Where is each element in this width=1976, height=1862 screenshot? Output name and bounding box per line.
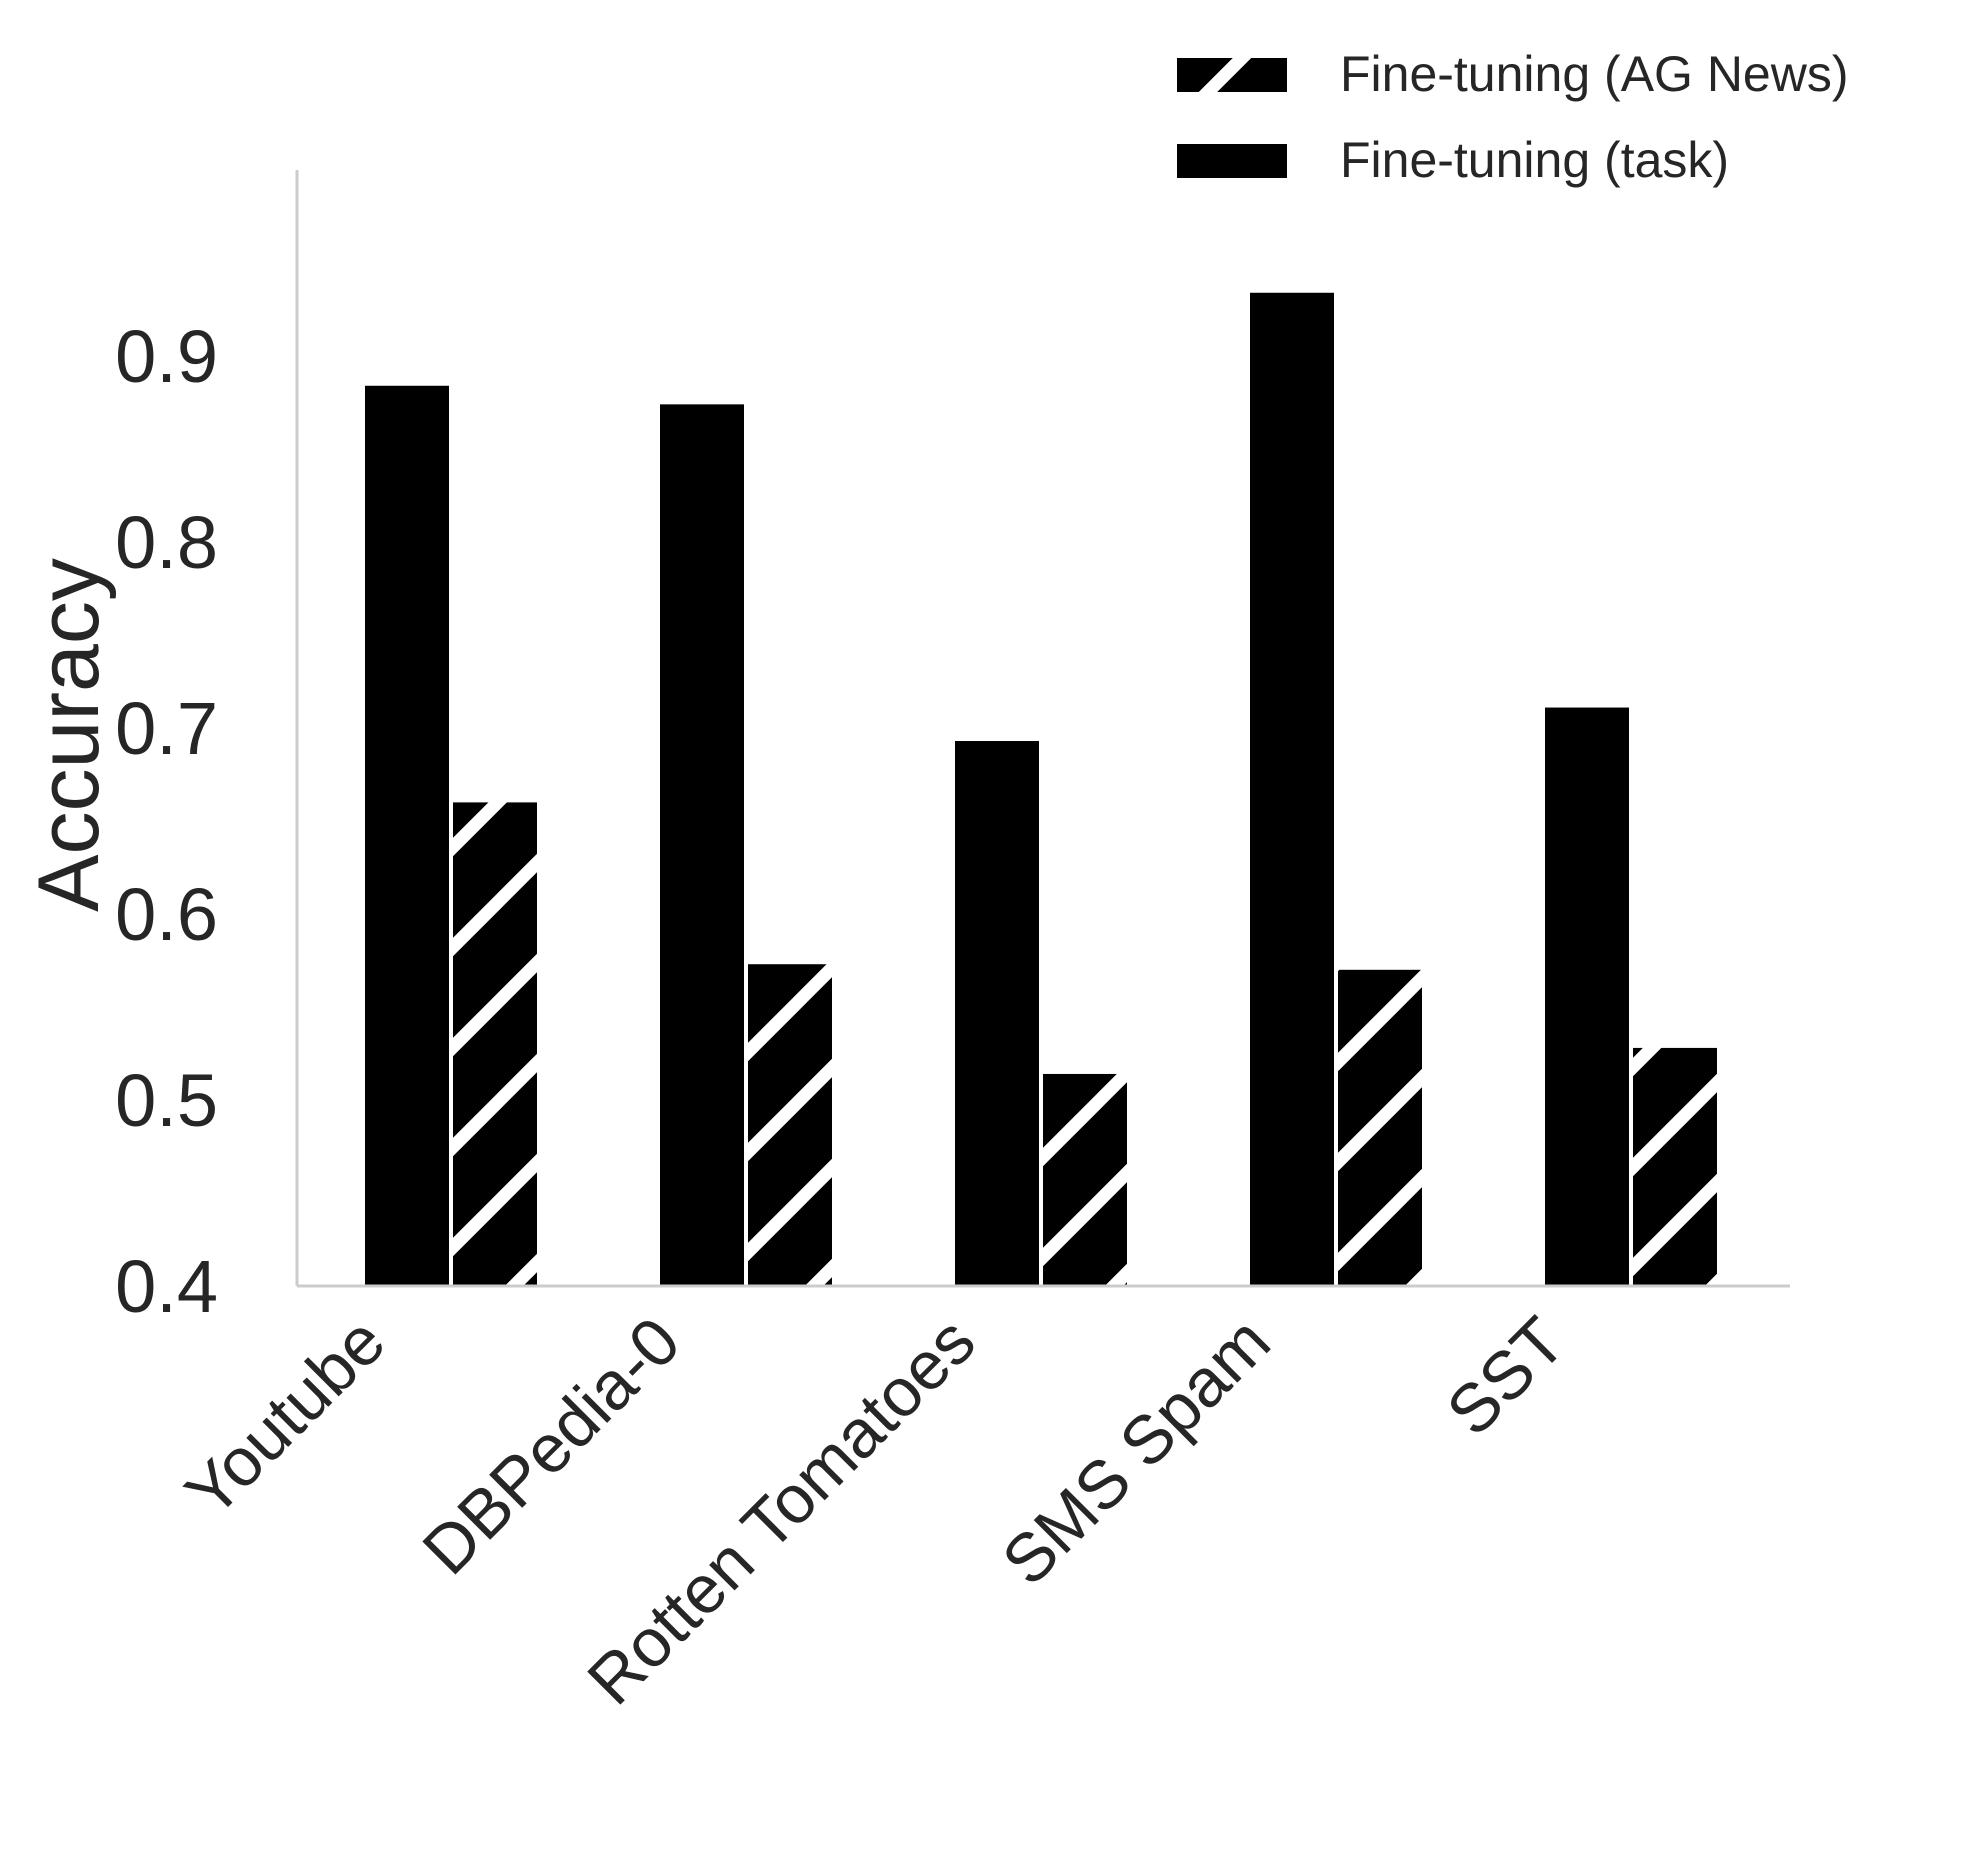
x-tick-label: SST bbox=[1432, 1303, 1579, 1450]
legend-swatch bbox=[1177, 144, 1287, 178]
bar-task-3 bbox=[1250, 292, 1334, 1286]
bar-task-1 bbox=[660, 404, 744, 1286]
bar-ag-news-1 bbox=[748, 964, 832, 1286]
y-tick-label: 0.4 bbox=[115, 1245, 218, 1328]
bar-task-0 bbox=[365, 385, 449, 1286]
bar-ag-news-4 bbox=[1633, 1047, 1717, 1286]
x-tick-label: DBPedia-0 bbox=[408, 1303, 694, 1589]
y-ticks: 0.4 0.5 0.6 0.7 0.8 0.9 bbox=[115, 315, 218, 1328]
bar-task-2 bbox=[955, 741, 1039, 1286]
y-tick-label: 0.7 bbox=[115, 687, 218, 770]
bar-ag-news-2 bbox=[1043, 1073, 1127, 1286]
x-tick-label: SMS Spam bbox=[988, 1303, 1285, 1600]
y-tick-label: 0.5 bbox=[115, 1059, 218, 1142]
bar-ag-news-3 bbox=[1338, 969, 1422, 1286]
legend-label: Fine-tuning (AG News) bbox=[1340, 46, 1849, 102]
bar-task-4 bbox=[1545, 707, 1629, 1286]
legend-label: Fine-tuning (task) bbox=[1340, 132, 1729, 188]
y-axis-title: Accuracy bbox=[21, 558, 117, 912]
x-tick-label: Youtube bbox=[171, 1303, 399, 1531]
legend: Fine-tuning (AG News) Fine-tuning (task) bbox=[1177, 46, 1849, 188]
bars bbox=[365, 292, 1717, 1286]
y-tick-label: 0.9 bbox=[115, 315, 218, 398]
bar-ag-news-0 bbox=[453, 802, 537, 1286]
y-tick-label: 0.8 bbox=[115, 501, 218, 584]
axes bbox=[295, 170, 1790, 1288]
legend-swatch bbox=[1177, 58, 1287, 92]
y-tick-label: 0.6 bbox=[115, 873, 218, 956]
